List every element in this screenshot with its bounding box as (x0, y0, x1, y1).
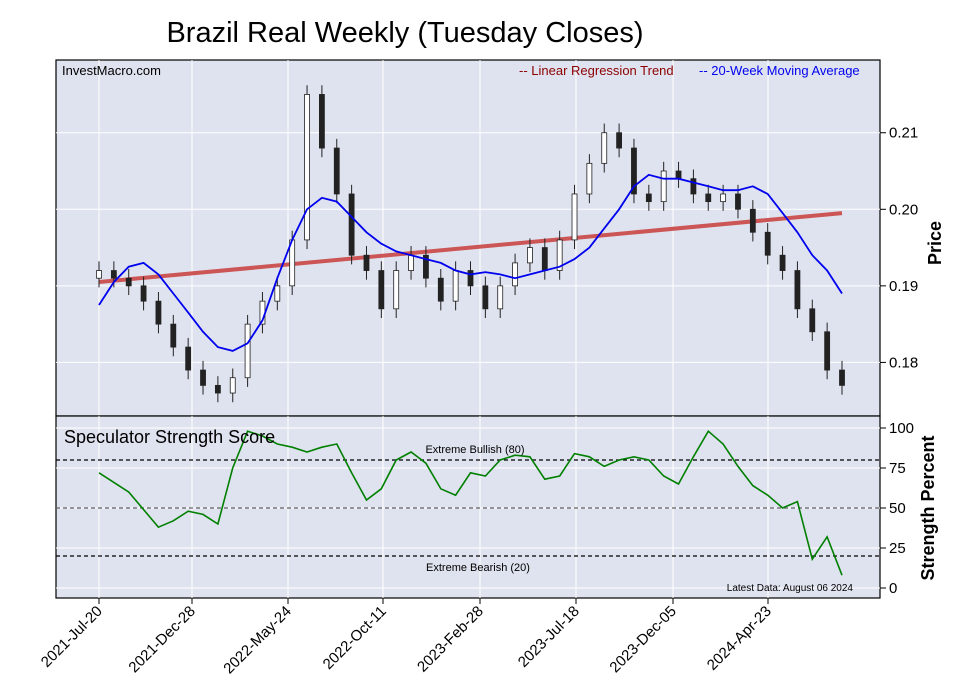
strength-axis-label: Strength Percent (918, 435, 938, 580)
strength-title: Speculator Strength Score (64, 427, 275, 447)
date-tick-label: 2022-Oct-11 (320, 603, 390, 673)
candle-body (185, 346, 192, 371)
candle-body (645, 193, 652, 203)
candle-body (244, 323, 251, 379)
watermark: InvestMacro.com (62, 63, 161, 78)
date-tick-label: 2021-Dec-28 (125, 603, 198, 676)
price-axis: 0.21 0.20 0.19 0.18 (880, 125, 918, 371)
price-panel-background (55, 59, 881, 417)
date-tick-label: 2023-Dec-05 (606, 603, 679, 676)
strength-tick-label: 50 (889, 500, 906, 517)
candle-body (512, 262, 518, 287)
candle-body (170, 323, 177, 348)
candles (96, 85, 845, 403)
candle-body (155, 300, 162, 325)
price-axis-label: Price (925, 221, 945, 265)
candle-body (393, 270, 400, 310)
strength-score-line (98, 429, 843, 576)
candle-body (378, 270, 385, 310)
strength-panel: Speculator Strength Score Extreme Bullis… (55, 415, 881, 599)
strength-panel-background (55, 415, 881, 599)
candle-body (408, 254, 414, 271)
price-tick-label: 0.20 (889, 201, 918, 218)
strength-axis: 100 75 50 25 0 (880, 420, 914, 597)
candle-body (318, 94, 325, 149)
candle-body (229, 377, 236, 394)
candle-body (482, 285, 489, 310)
price-tick-label: 0.21 (889, 125, 918, 142)
candle-body (363, 254, 370, 271)
candle-body (690, 178, 697, 195)
date-tick-label: 2021-Jul-20 (38, 603, 106, 671)
strength-tick-label: 100 (889, 420, 914, 437)
candle-body (140, 285, 147, 302)
candle-body (96, 270, 102, 279)
candle-body (586, 162, 593, 195)
ma-legend: -- 20-Week Moving Average (699, 63, 860, 78)
candle-body (274, 285, 281, 302)
candle-body (527, 247, 533, 264)
candle-body (631, 147, 637, 195)
candle-body (794, 270, 801, 310)
candle-body (110, 270, 117, 279)
candle-body (541, 247, 548, 271)
date-axis: 2021-Jul-20 2021-Dec-28 2022-May-24 2022-Oc… (38, 598, 775, 677)
candle-body (675, 170, 682, 180)
candle-body (779, 254, 786, 271)
candle-body (824, 331, 831, 371)
latest-data-label: Latest Data: August 06 2024 (727, 583, 854, 594)
extreme-bullish-label: Extreme Bullish (80) (425, 444, 524, 456)
candle-body (437, 277, 444, 302)
candle-body (735, 193, 741, 210)
price-tick-label: 0.18 (889, 354, 918, 371)
candle-body (125, 277, 132, 287)
candle-body (214, 384, 221, 394)
regression-trend-line (98, 211, 843, 285)
date-tick-label: 2022-May-24 (220, 603, 295, 678)
strength-gridlines (56, 416, 880, 598)
candle-body (616, 132, 622, 149)
candle-body (467, 270, 474, 287)
candle-body (497, 285, 504, 310)
candle-body (809, 308, 816, 333)
strength-tick-label: 0 (889, 580, 897, 597)
candle-body (348, 193, 355, 256)
candle-body (333, 147, 340, 195)
date-tick-label: 2024-Apr-23 (704, 603, 775, 674)
chart-title: Brazil Real Weekly (Tuesday Closes) (166, 17, 643, 49)
candle-body (452, 270, 459, 302)
candle-body (601, 132, 608, 164)
candle-body (764, 231, 771, 256)
candle-body (423, 254, 429, 279)
price-panel: InvestMacro.com -- Linear Regression Tre… (55, 59, 881, 417)
candle-body (720, 193, 727, 203)
candle-body (660, 170, 667, 203)
date-tick-label: 2023-Jul-18 (515, 603, 583, 671)
candle-body (571, 193, 578, 241)
strength-tick-label: 25 (889, 540, 906, 557)
candle-body (200, 369, 206, 386)
price-tick-label: 0.19 (889, 278, 918, 295)
candle-body (304, 94, 310, 241)
strength-tick-label: 75 (889, 460, 906, 477)
candle-body (705, 193, 712, 203)
extreme-bearish-label: Extreme Bearish (20) (426, 562, 530, 574)
candle-body (749, 208, 756, 233)
date-tick-label: 2023-Feb-28 (414, 603, 487, 676)
trend-legend: -- Linear Regression Trend (519, 63, 674, 78)
candle-body (839, 369, 845, 386)
moving-average-line (98, 173, 843, 352)
candle-body (556, 239, 563, 271)
